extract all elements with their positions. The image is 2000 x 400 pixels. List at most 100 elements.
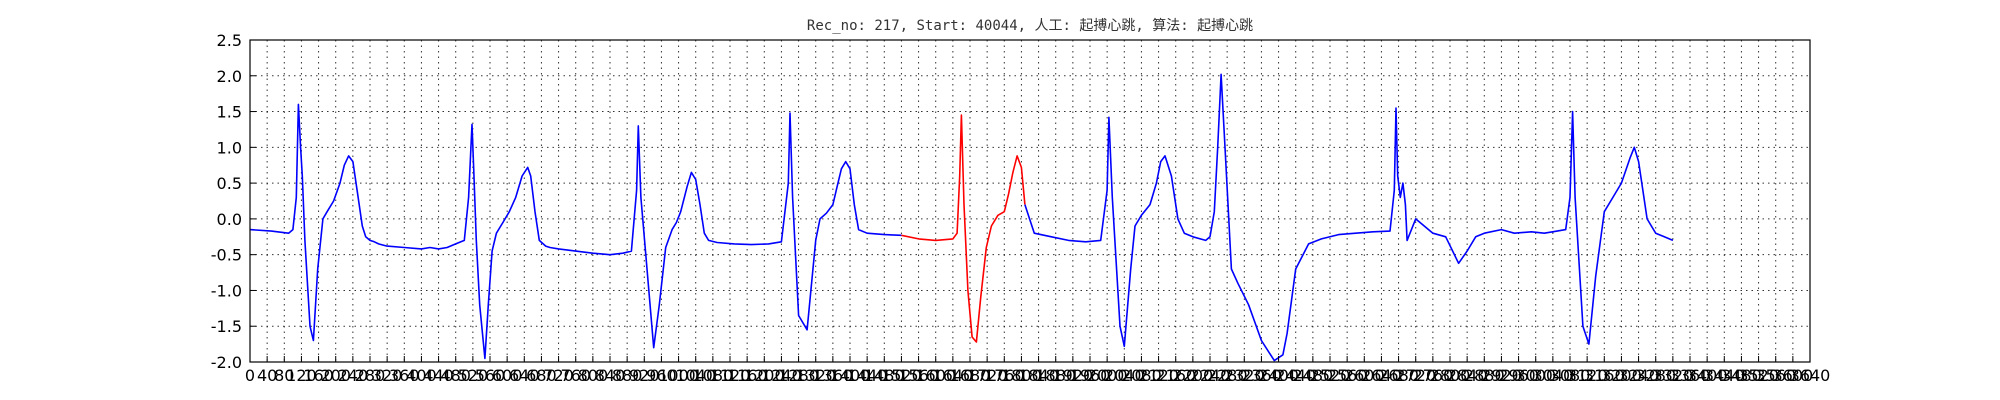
x-tick-label: 2920	[1481, 366, 1522, 385]
x-tick-label: 1440	[847, 366, 888, 385]
x-tick-label: 1400	[830, 366, 871, 385]
x-tick-label: 2720	[1395, 366, 1436, 385]
x-tick-label: 2600	[1344, 366, 1385, 385]
x-tick-label: 440	[423, 366, 454, 385]
x-tick-label: 2960	[1498, 366, 1539, 385]
x-tick-label: 1240	[761, 366, 802, 385]
x-tick-label: 2480	[1292, 366, 1333, 385]
x-tick-label: 3040	[1532, 366, 1573, 385]
x-tick-label: 1200	[744, 366, 785, 385]
x-tick-label: 640	[509, 366, 540, 385]
x-tick-label: 2520	[1310, 366, 1351, 385]
x-tick-label: 1800	[1001, 366, 1042, 385]
x-tick-label: 880	[612, 366, 643, 385]
x-tick-label: 1920	[1052, 366, 1093, 385]
y-tick-label: 2.0	[217, 67, 242, 86]
ecg-series-line-1	[249, 103, 902, 360]
y-tick-label: 1.5	[217, 103, 242, 122]
ecg-series-line-2	[901, 114, 1026, 343]
x-tick-label: 1680	[950, 366, 991, 385]
x-tick-label: 3360	[1670, 366, 1711, 385]
x-tick-label: 2560	[1327, 366, 1368, 385]
x-tick-label: 840	[595, 366, 626, 385]
x-tick-label: 2320	[1224, 366, 1265, 385]
x-tick-label: 200	[320, 366, 351, 385]
x-tick-label: 1520	[881, 366, 922, 385]
y-axis-ticks: -2.0 -1.5 -1.0 -0.5 0.0 0.5 1.0 1.5 2.0 2.5	[211, 31, 256, 372]
x-tick-label: 2080	[1121, 366, 1162, 385]
x-tick-label: 0	[245, 366, 255, 385]
x-tick-label: 3440	[1704, 366, 1745, 385]
x-tick-label: 1760	[984, 366, 1025, 385]
x-tick-label: 600	[492, 366, 523, 385]
x-tick-label: 1840	[1018, 366, 1059, 385]
x-tick-label: 3120	[1567, 366, 1608, 385]
y-tick-label: 1.0	[217, 138, 242, 157]
x-tick-label: 280	[355, 366, 386, 385]
y-tick-label: -2.0	[211, 353, 242, 372]
x-tick-label: 1640	[932, 366, 973, 385]
x-tick-label: 1040	[675, 366, 716, 385]
x-tick-label: 1280	[778, 366, 819, 385]
x-tick-label: 480	[440, 366, 471, 385]
x-tick-label: 1560	[898, 366, 939, 385]
x-tick-label: 2280	[1207, 366, 1248, 385]
ecg-series-line-3	[1024, 73, 1674, 362]
series-layer	[249, 73, 1674, 362]
x-tick-label: 1320	[795, 366, 836, 385]
x-tick-label: 800	[578, 366, 609, 385]
x-tick-label: 1960	[1070, 366, 1111, 385]
x-tick-label: 160	[303, 366, 334, 385]
x-tick-label: 720	[543, 366, 574, 385]
x-tick-label: 120	[286, 366, 317, 385]
x-tick-label: 320	[372, 366, 403, 385]
x-tick-label: 2640	[1361, 366, 1402, 385]
x-tick-label: 3240	[1618, 366, 1659, 385]
x-tick-label: 3520	[1738, 366, 1779, 385]
x-tick-label: 560	[475, 366, 506, 385]
x-tick-label: 3320	[1652, 366, 1693, 385]
x-tick-label: 960	[646, 366, 677, 385]
x-tick-label: 2880	[1464, 366, 1505, 385]
x-tick-label: 400	[406, 366, 437, 385]
x-tick-label: 2800	[1430, 366, 1471, 385]
x-tick-label: 2160	[1155, 366, 1196, 385]
x-tick-label: 2040	[1104, 366, 1145, 385]
plot-frame	[249, 39, 1811, 363]
x-tick-label: 680	[526, 366, 557, 385]
x-tick-label: 80	[274, 366, 294, 385]
x-tick-label: 3640	[1790, 366, 1831, 385]
x-tick-label: 2440	[1275, 366, 1316, 385]
chart-title: Rec_no: 217, Start: 40044, 人工: 起搏心跳, 算法:…	[807, 17, 1253, 34]
grid	[250, 40, 1810, 362]
x-tick-label: 1000	[658, 366, 699, 385]
x-tick-label: 1360	[812, 366, 853, 385]
x-tick-label: 40	[257, 366, 277, 385]
x-tick-label: 3560	[1755, 366, 1796, 385]
x-tick-label: 3480	[1721, 366, 1762, 385]
y-tick-label: -1.5	[211, 317, 242, 336]
x-tick-label: 1080	[692, 366, 733, 385]
x-tick-label: 1880	[1035, 366, 1076, 385]
x-tick-label: 3080	[1550, 366, 1591, 385]
x-tick-label: 1600	[915, 366, 956, 385]
x-tick-label: 3160	[1584, 366, 1625, 385]
x-tick-label: 2760	[1412, 366, 1453, 385]
x-tick-label: 520	[458, 366, 489, 385]
y-tick-label: 0.0	[217, 210, 242, 229]
x-tick-label: 2360	[1241, 366, 1282, 385]
x-tick-label: 2680	[1378, 366, 1419, 385]
x-tick-label: 1480	[864, 366, 905, 385]
y-tick-label: -0.5	[211, 246, 242, 265]
x-axis-ticks: 0 408012016020024028032036040044048052056…	[245, 356, 1830, 385]
x-tick-label: 3000	[1515, 366, 1556, 385]
y-tick-label: -1.0	[211, 281, 242, 300]
x-tick-label: 1160	[727, 366, 768, 385]
x-tick-label: 360	[389, 366, 420, 385]
x-tick-label: 3600	[1772, 366, 1813, 385]
x-tick-label: 3400	[1687, 366, 1728, 385]
x-tick-label: 2840	[1447, 366, 1488, 385]
x-tick-label: 920	[629, 366, 660, 385]
y-tick-label: 0.5	[217, 174, 242, 193]
